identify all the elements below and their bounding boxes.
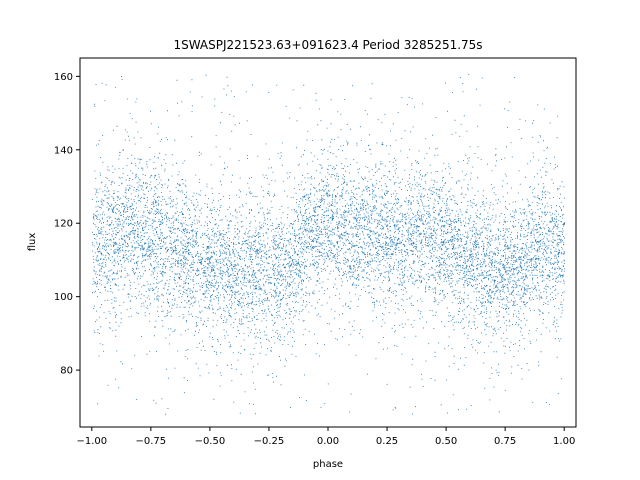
x-tick-label: 0.50 <box>435 436 457 447</box>
x-tick-label: −1.00 <box>76 436 107 447</box>
x-axis-label: phase <box>313 459 343 470</box>
scatter-points <box>91 74 566 415</box>
y-axis-ticks: 80 100 120 140 160 <box>54 72 80 377</box>
x-tick-label: 1.00 <box>553 436 575 447</box>
chart-title: 1SWASPJ221523.63+091623.4 Period 3285251… <box>173 38 482 52</box>
x-tick-label: −0.25 <box>254 436 285 447</box>
y-tick-label: 100 <box>54 292 73 303</box>
data-points <box>91 74 566 415</box>
y-tick-label: 160 <box>54 72 73 83</box>
x-tick-label: 0.75 <box>494 436 516 447</box>
y-tick-label: 120 <box>54 219 73 230</box>
x-tick-label: −0.50 <box>195 436 226 447</box>
y-tick-label: 140 <box>54 145 73 156</box>
y-tick-label: 80 <box>60 366 73 377</box>
x-tick-label: −0.75 <box>136 436 167 447</box>
x-tick-label: 0.25 <box>376 436 398 447</box>
x-tick-label: 0.00 <box>317 436 339 447</box>
x-axis-ticks: −1.00 −0.75 −0.50 −0.25 0.00 0.25 0.50 0.75 1.00 <box>76 427 575 447</box>
y-axis-label: flux <box>27 233 38 252</box>
